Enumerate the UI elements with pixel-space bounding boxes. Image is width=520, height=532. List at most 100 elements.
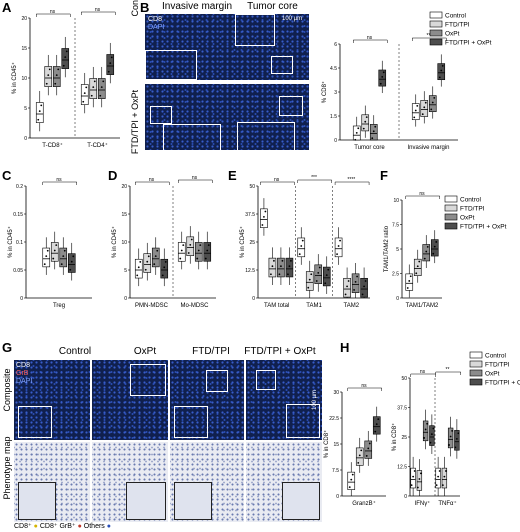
- box-ftd-tpi-oxpt: [61, 48, 70, 69]
- category-label: TAM1: [306, 303, 322, 309]
- category-label: PMN-MDSC: [135, 303, 169, 309]
- data-point: [40, 104, 43, 107]
- data-point: [300, 245, 303, 247]
- data-point: [107, 70, 110, 73]
- data-point: [374, 430, 377, 433]
- box-control: [435, 467, 441, 489]
- data-point: [451, 429, 454, 432]
- y-tick-label: 0: [396, 296, 399, 302]
- sig-bracket: [347, 387, 382, 391]
- data-point: [199, 244, 202, 247]
- sig-label: ns: [192, 175, 198, 181]
- sig-label: ns: [367, 35, 373, 41]
- box-oxpt: [194, 242, 203, 262]
- legend-f: Control FTD/TPI OxPt FTD/TPI + OxPt: [444, 195, 507, 231]
- box-oxpt: [447, 427, 454, 449]
- data-point: [336, 253, 338, 255]
- data-point: [351, 473, 354, 476]
- box-ftd-tpi-oxpt: [106, 54, 115, 75]
- box-oxpt: [428, 95, 437, 113]
- category-label: TAM2: [344, 303, 360, 309]
- data-point: [310, 273, 313, 276]
- y-tick-label: 5: [24, 106, 27, 112]
- data-point: [424, 428, 427, 431]
- y-tick-label: 2.5: [392, 272, 399, 278]
- data-point: [410, 484, 413, 487]
- data-point: [164, 261, 167, 263]
- data-point: [444, 470, 447, 472]
- data-point: [358, 454, 361, 457]
- data-point: [416, 265, 419, 268]
- data-point: [324, 282, 327, 285]
- legend-swatch: [444, 222, 458, 230]
- data-point: [64, 56, 67, 59]
- legend-label: OxPt: [460, 215, 475, 222]
- data-point: [423, 106, 426, 109]
- y-tick-label: 5: [124, 268, 127, 274]
- box-ftd-tpi-oxpt: [378, 69, 387, 87]
- data-point: [421, 113, 424, 116]
- data-point: [206, 249, 209, 252]
- data-point: [55, 74, 58, 77]
- y-tick-label: 37.5: [397, 406, 407, 412]
- data-point: [82, 100, 85, 103]
- y-tick-label: 0.15: [13, 212, 23, 218]
- sig-bracket: [297, 179, 332, 183]
- data-point: [48, 68, 51, 71]
- data-point: [52, 257, 55, 260]
- legend-swatch: [469, 351, 483, 359]
- y-axis-label: % in CD45⁺: [239, 226, 246, 258]
- y-tick-label: 3: [334, 90, 337, 96]
- box-ftd-tpi: [143, 253, 152, 273]
- data-point: [364, 120, 367, 123]
- legend-label: FTD/TPI: [485, 362, 510, 369]
- data-point: [362, 127, 365, 130]
- sig-bracket: [412, 37, 447, 41]
- y-tick-label: 25: [401, 435, 407, 441]
- b-scale-bar: 100 µm: [282, 16, 303, 22]
- box-ftd-tpi: [361, 114, 370, 132]
- g-col-title-1: OxPt: [133, 346, 157, 357]
- data-point: [354, 280, 357, 283]
- panel-label-e: E: [228, 168, 237, 183]
- data-point: [43, 263, 46, 266]
- data-point: [455, 437, 458, 440]
- sig-bracket: [178, 179, 213, 183]
- chart-c: 0 0.05 0.1 0.15 0.2 % in CD45⁺ Treg ns: [7, 177, 92, 309]
- data-point: [46, 249, 49, 252]
- box-oxpt: [422, 244, 431, 262]
- data-point: [418, 478, 421, 480]
- legend-swatch: [429, 38, 443, 46]
- box-ftd-tpi-oxpt: [454, 430, 460, 451]
- category-label: TNFα⁺: [438, 500, 456, 507]
- box-ftd-tpi-oxpt: [322, 266, 331, 287]
- panel-label-a: A: [2, 0, 12, 15]
- data-point: [182, 244, 185, 247]
- sig-label: ns: [95, 7, 101, 13]
- g-pheno-oxpt: [92, 442, 168, 522]
- box-ftd-tpi-oxpt: [372, 416, 381, 435]
- data-point: [448, 444, 451, 446]
- box-ftd-tpi: [416, 470, 423, 491]
- g-composite-combo: [246, 360, 322, 440]
- b-col-title-core: Tumor core: [247, 1, 298, 12]
- y-tick-label: 25: [249, 240, 255, 246]
- y-tick-label: 0: [252, 296, 255, 302]
- box-oxpt: [59, 247, 68, 268]
- data-point: [287, 273, 289, 276]
- chart-e: 0 12.5 25 37.5 50 % in CD45⁺ TAM total ns TAM1 **…: [239, 175, 370, 309]
- box-oxpt: [422, 420, 429, 442]
- chart-f: 0 2.5 5 7.5 10 TAM1/TAM2 ratio TAM1/TAM2 ns: [384, 191, 442, 309]
- legend-label: Control: [445, 13, 467, 20]
- g-cell-legend: CD8⁺ ● CD8⁺ GrB⁺ ● Others ●: [14, 523, 111, 530]
- y-tick-label: 0: [336, 494, 339, 500]
- data-point: [278, 273, 281, 276]
- data-point: [365, 116, 368, 118]
- box-ftd-tpi-oxpt: [160, 258, 169, 279]
- data-point: [433, 245, 436, 248]
- data-point: [308, 278, 311, 281]
- legend-swatch: [429, 20, 443, 28]
- box-control: [134, 258, 143, 279]
- data-point: [354, 138, 357, 141]
- data-point: [413, 470, 416, 472]
